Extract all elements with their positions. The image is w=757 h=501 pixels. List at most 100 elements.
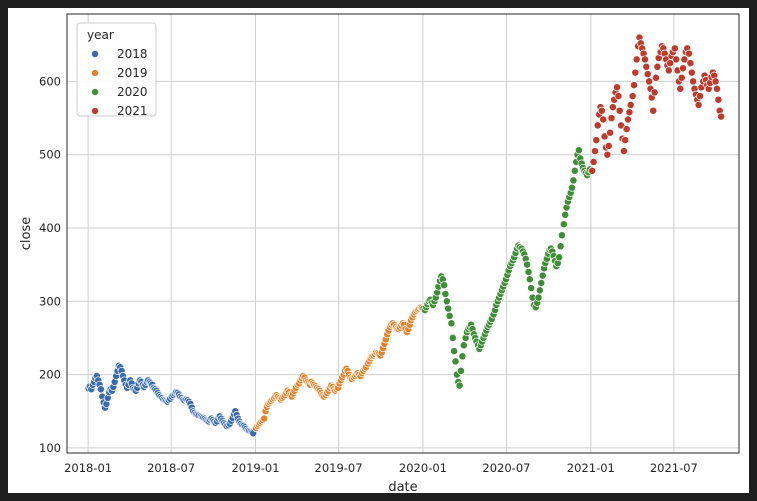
- data-point: [604, 141, 613, 150]
- y-axis-label: close: [19, 217, 34, 250]
- data-point: [632, 55, 641, 64]
- data-point: [440, 281, 449, 290]
- legend-marker: [91, 69, 99, 77]
- data-point: [641, 55, 649, 64]
- legend-marker: [91, 107, 99, 115]
- legend-entry: 2020: [117, 85, 148, 99]
- data-point: [442, 297, 451, 306]
- data-point: [653, 62, 662, 71]
- data-point: [652, 73, 660, 82]
- series-2021: [588, 33, 726, 175]
- scatter-chart: 2018-01 2018-07 2019-01 2019-07 2020-01 2020-…: [19, 13, 740, 493]
- data-point: [525, 275, 534, 284]
- data-point: [631, 68, 640, 77]
- data-point: [624, 115, 632, 124]
- data-point: [597, 106, 606, 115]
- data-point: [626, 100, 635, 109]
- x-axis-label: date: [388, 480, 417, 493]
- data-point: [649, 106, 658, 115]
- data-point: [599, 115, 608, 124]
- data-point: [617, 121, 626, 130]
- series-2020: [419, 146, 594, 390]
- data-point: [679, 64, 687, 73]
- y-tick-label: 400: [39, 221, 61, 235]
- data-point: [672, 55, 681, 64]
- data-point: [687, 68, 696, 77]
- plot-frame: [66, 13, 740, 454]
- data-point: [445, 311, 454, 320]
- x-tick-label: 2018-07: [147, 461, 195, 475]
- x-tick-label: 2020-07: [482, 461, 530, 475]
- data-point: [713, 84, 721, 93]
- chart-figure: 2018-01 2018-07 2019-01 2019-07 2020-01 2020-…: [8, 8, 749, 493]
- data-point: [619, 147, 628, 156]
- data-point: [556, 242, 565, 251]
- data-point: [642, 62, 651, 71]
- data-point: [569, 176, 578, 185]
- y-tick-labels: 100 200 300 400 500 600: [39, 74, 61, 454]
- data-point: [592, 136, 601, 145]
- x-tick-label: 2019-07: [315, 461, 363, 475]
- data-point: [696, 92, 704, 101]
- data-point: [643, 70, 652, 79]
- data-point: [650, 88, 659, 97]
- data-point: [568, 183, 576, 192]
- data-point: [523, 260, 532, 269]
- data-point: [451, 357, 460, 366]
- x-tick-labels: 2018-01 2018-07 2019-01 2019-07 2020-01 2020-…: [64, 461, 698, 475]
- x-tick-label: 2020-01: [399, 461, 447, 475]
- data-point: [694, 100, 703, 109]
- data-point: [570, 166, 579, 175]
- legend: year 2018 2019 2020 2021: [76, 22, 157, 118]
- y-tick-label: 300: [39, 294, 61, 308]
- data-point: [600, 132, 609, 141]
- data-point: [524, 268, 533, 276]
- legend-marker: [91, 50, 99, 58]
- x-tick-label: 2018-01: [64, 461, 112, 475]
- legend-entry: 2018: [117, 47, 148, 61]
- data-point: [689, 77, 698, 86]
- series-2019: [252, 303, 426, 433]
- data-point: [455, 381, 464, 390]
- data-point: [537, 279, 546, 287]
- data-point: [457, 366, 465, 375]
- data-point: [664, 66, 673, 75]
- data-point: [447, 319, 456, 328]
- legend-items: 2018 2019 2020 2021: [91, 47, 148, 118]
- data-point: [441, 290, 450, 298]
- series-2018: [84, 361, 258, 438]
- y-tick-label: 600: [39, 74, 61, 88]
- data-point: [685, 49, 693, 58]
- data-point: [606, 128, 615, 137]
- data-point: [557, 231, 566, 240]
- data-point: [589, 158, 598, 166]
- data-points: [84, 33, 726, 438]
- data-point: [593, 121, 602, 130]
- data-point: [714, 95, 723, 104]
- data-point: [676, 84, 685, 93]
- data-point: [608, 103, 617, 112]
- data-point: [666, 59, 675, 68]
- y-tick-label: 100: [39, 441, 61, 455]
- x-tick-label: 2019-01: [231, 461, 279, 475]
- data-point: [625, 108, 634, 117]
- y-tick-label: 200: [39, 368, 61, 382]
- data-point: [670, 44, 679, 53]
- data-point: [630, 81, 638, 90]
- y-tick-label: 500: [39, 148, 61, 162]
- data-point: [535, 286, 544, 295]
- data-point: [717, 112, 726, 121]
- data-point: [686, 59, 695, 68]
- data-point: [603, 150, 612, 159]
- data-point: [538, 271, 547, 280]
- data-point: [574, 146, 583, 155]
- data-point: [444, 304, 453, 313]
- data-point: [96, 385, 105, 394]
- data-point: [680, 55, 689, 64]
- data-point: [622, 125, 631, 134]
- data-point: [450, 347, 459, 356]
- legend-marker: [91, 88, 99, 96]
- data-point: [677, 73, 686, 82]
- data-point: [645, 77, 654, 86]
- data-point: [561, 210, 570, 219]
